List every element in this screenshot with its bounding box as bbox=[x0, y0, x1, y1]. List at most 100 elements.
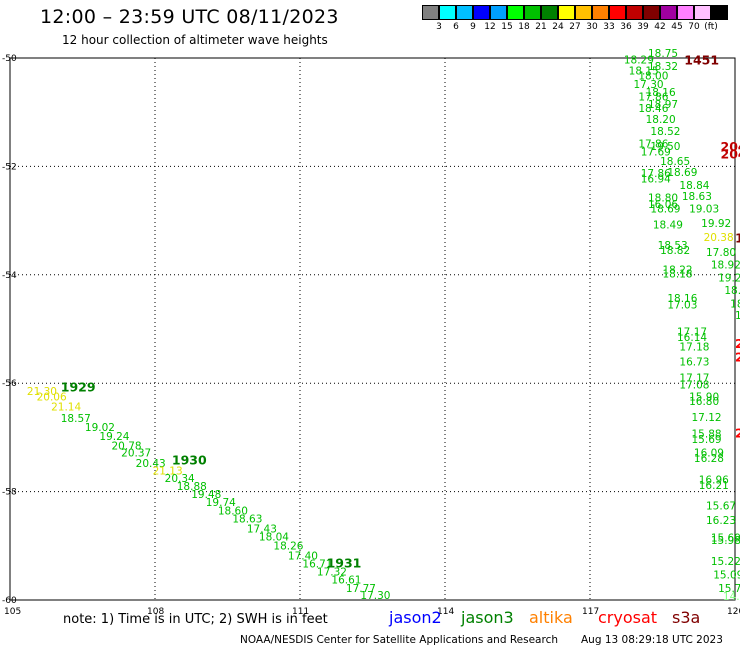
legend-swatch bbox=[609, 5, 626, 20]
wave-height-value: 15.76 bbox=[718, 583, 740, 595]
legend-swatch bbox=[507, 5, 524, 20]
wave-height-value: 16.94 bbox=[641, 174, 671, 186]
wave-height-value: 19.02 bbox=[85, 422, 115, 434]
wave-height-value: 18.32 bbox=[648, 61, 678, 73]
legend-swatch bbox=[694, 5, 711, 20]
legend-swatch bbox=[456, 5, 473, 20]
sat-jason2-label: jason2 bbox=[389, 608, 442, 627]
wave-height-value: 17.86 bbox=[641, 168, 671, 180]
wave-height-value: 18.29 bbox=[624, 54, 654, 66]
y-tick-label: -54 bbox=[2, 271, 17, 281]
wave-height-value: 18.04 bbox=[259, 531, 289, 543]
legend-swatch bbox=[524, 5, 541, 20]
y-tick-label: -60 bbox=[2, 596, 17, 606]
wave-height-value: 15.98 bbox=[711, 535, 740, 547]
wave-height-value: 15.88 bbox=[692, 428, 722, 440]
y-tick-label: -58 bbox=[2, 488, 17, 498]
wave-height-value: 16.28 bbox=[694, 453, 724, 465]
legend-swatch bbox=[422, 5, 439, 20]
wave-height-value: 16.80 bbox=[689, 396, 719, 408]
y-tick-label: -52 bbox=[2, 162, 17, 172]
wave-height-value: 16.14 bbox=[677, 332, 707, 344]
legend-unit: (ft) bbox=[704, 22, 718, 32]
legend-swatch bbox=[558, 5, 575, 20]
wave-height-value: 18.69 bbox=[650, 203, 680, 215]
legend-swatch bbox=[575, 5, 592, 20]
wave-height-value: 17.77 bbox=[346, 583, 376, 595]
wave-height-value: 17.30 bbox=[634, 79, 664, 91]
wave-height-value: 18.65 bbox=[660, 156, 690, 168]
pass-time-label: 1451 bbox=[684, 53, 719, 68]
wave-height-value: 21.30 bbox=[27, 386, 57, 398]
wave-height-value: 18.16 bbox=[646, 87, 676, 99]
wave-height-value: 18.23 bbox=[730, 298, 740, 310]
wave-height-value: 18.84 bbox=[679, 180, 709, 192]
wave-height-value: 17.6 bbox=[735, 310, 740, 322]
wave-height-value: 15.67 bbox=[706, 500, 736, 512]
legend-swatch bbox=[660, 5, 677, 20]
wave-height-value: 18.75 bbox=[648, 48, 678, 60]
map-axis-ticks: 105 108 111 114 117 120 -50 -52 -54 -56 -58 -60 bbox=[2, 54, 740, 617]
wave-height-value: 18.20 bbox=[646, 114, 676, 126]
timestamp-text: Aug 13 08:29:18 UTC 2023 bbox=[581, 634, 723, 646]
wave-height-value: 17.86 bbox=[638, 91, 668, 103]
legend-swatch bbox=[439, 5, 456, 20]
x-tick-label: 108 bbox=[147, 607, 164, 617]
map-frame bbox=[9, 57, 736, 601]
y-tick-label: -56 bbox=[2, 379, 17, 389]
wave-height-value: 17.08 bbox=[679, 380, 709, 392]
wave-height-value: 20.06 bbox=[37, 392, 67, 404]
wave-height-value: 17.18 bbox=[679, 342, 709, 354]
wave-height-value: 20.37 bbox=[121, 447, 151, 459]
wave-height-value: 16.96 bbox=[699, 474, 729, 486]
legend-swatch bbox=[677, 5, 694, 20]
wave-height-value: 16.61 bbox=[331, 575, 361, 587]
wave-height-value: 18.31 bbox=[724, 285, 740, 297]
legend-label: 6 bbox=[453, 22, 459, 32]
legend-label: 18 bbox=[518, 22, 530, 32]
x-tick-label: 114 bbox=[437, 607, 454, 617]
legend-label: 27 bbox=[569, 22, 581, 32]
page-title: 12:00 – 23:59 UTC 08/11/2023 bbox=[40, 6, 339, 28]
wave-height-value: 18.49 bbox=[653, 220, 683, 232]
pass-time-label: 2040 bbox=[735, 350, 740, 365]
wave-height-value: 17.03 bbox=[667, 299, 697, 311]
wave-height-value: 17.69 bbox=[641, 147, 671, 159]
wave-height-value: 18.60 bbox=[218, 505, 248, 517]
wave-height-value: 18.92 bbox=[711, 259, 740, 271]
wave-height-value: 18.15 bbox=[629, 65, 659, 77]
wave-height-value: 18.80 bbox=[648, 193, 678, 205]
pass-time-label: 1930 bbox=[172, 453, 207, 468]
sat-altika-label: altika bbox=[529, 608, 573, 627]
wave-height-value: 18.82 bbox=[660, 245, 690, 257]
legend-label: 33 bbox=[603, 22, 615, 32]
wave-height-value: 17.43 bbox=[247, 523, 277, 535]
wave-height-value: 18.16 bbox=[667, 293, 697, 305]
pass-time-label: 1931 bbox=[327, 555, 362, 570]
page-subtitle: 12 hour collection of altimeter wave hei… bbox=[62, 33, 328, 47]
legend-label: 3 bbox=[436, 22, 442, 32]
legend-swatch bbox=[473, 5, 490, 20]
legend-swatch bbox=[592, 5, 609, 20]
wave-height-value: 16.23 bbox=[706, 515, 736, 527]
pass-time-label: 2041 bbox=[721, 139, 740, 154]
wave-height-value: 18.57 bbox=[61, 413, 91, 425]
wave-height-value: 18.00 bbox=[638, 71, 668, 83]
pass-time-labels: 1451 20412041 14 20402040 20 1929 1930 1931 bbox=[61, 53, 740, 571]
wave-height-value: 19.50 bbox=[650, 141, 680, 153]
pass-time-label: 1929 bbox=[61, 379, 96, 394]
wave-height-value: 15.22 bbox=[711, 556, 740, 568]
x-tick-label: 105 bbox=[4, 607, 21, 617]
wave-height-value: 18.52 bbox=[650, 126, 680, 138]
wave-height-value: 18.97 bbox=[648, 99, 678, 111]
legend-label: 39 bbox=[637, 22, 649, 32]
wave-height-value: 17.12 bbox=[692, 412, 722, 424]
wave-height-value: 19.74 bbox=[206, 497, 236, 509]
wave-height-value: 18.26 bbox=[273, 541, 303, 553]
sat-jason3-label: jason3 bbox=[461, 608, 514, 627]
legend-label: 12 bbox=[484, 22, 496, 32]
wave-height-value: 17.40 bbox=[288, 550, 318, 562]
wave-height-value: 14.99 bbox=[723, 591, 740, 603]
legend-swatch bbox=[490, 5, 507, 20]
wave-height-value: 19.24 bbox=[99, 431, 129, 443]
